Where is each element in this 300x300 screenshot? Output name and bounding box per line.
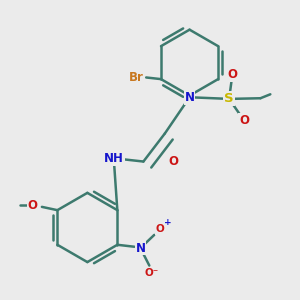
Text: O: O — [28, 199, 38, 212]
Text: O: O — [227, 68, 237, 81]
Text: Br: Br — [129, 71, 144, 84]
Text: N: N — [184, 91, 195, 104]
Text: O: O — [169, 154, 179, 168]
Text: O⁻: O⁻ — [145, 268, 159, 278]
Text: +: + — [164, 218, 171, 227]
Text: N: N — [135, 242, 146, 255]
Text: NH: NH — [104, 152, 124, 165]
Text: O: O — [239, 114, 249, 127]
Text: S: S — [224, 92, 234, 105]
Text: O: O — [156, 224, 165, 234]
